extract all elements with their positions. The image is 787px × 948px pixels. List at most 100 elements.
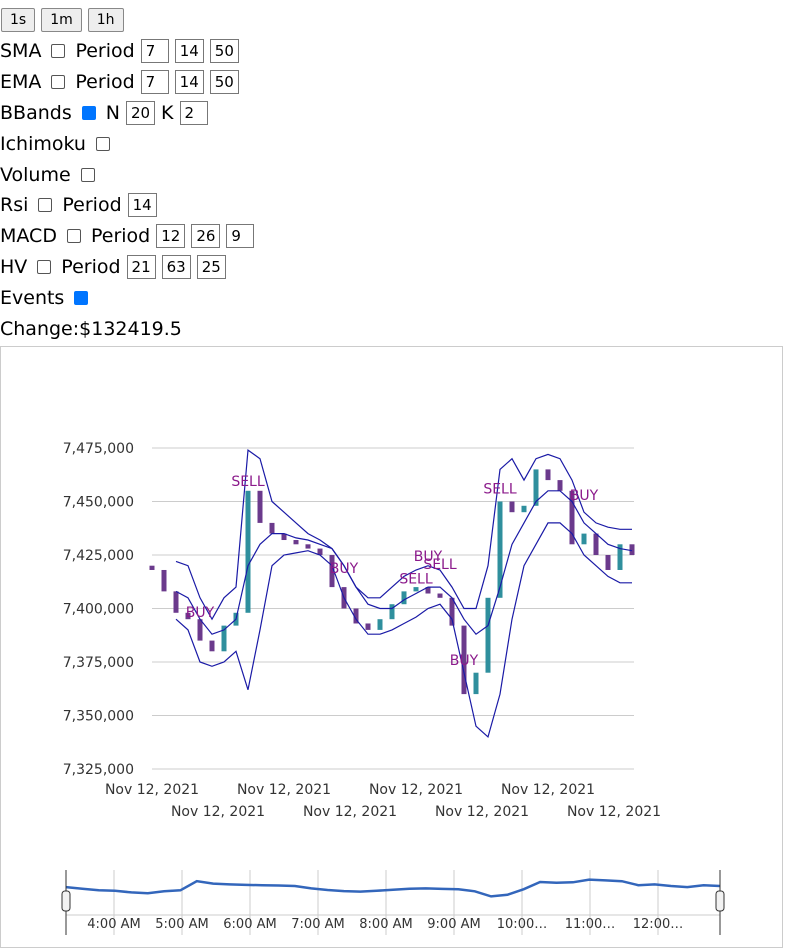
param-input[interactable]: 7	[140, 39, 169, 64]
navigator-label: 7:00 AM	[291, 917, 344, 932]
param-input[interactable]: 50	[209, 70, 239, 95]
checkbox[interactable]	[74, 290, 89, 305]
control-row: MACD Period 12 26 9	[0, 221, 787, 252]
checkbox[interactable]	[80, 167, 95, 182]
x-tick-label: Nov 12, 2021	[501, 782, 595, 798]
change-text: Change:$132419.5	[0, 317, 182, 340]
control-row: Volume	[0, 159, 787, 190]
param-label: N	[105, 101, 120, 124]
candle	[569, 490, 575, 545]
navigator-handle[interactable]	[61, 890, 71, 912]
control-row: HV Period 21 63 25	[0, 252, 787, 283]
navigator-handle[interactable]	[715, 890, 725, 912]
y-tick-label: 7,450,000	[63, 495, 134, 511]
candle	[245, 490, 251, 613]
event-label: BUY	[450, 653, 479, 669]
control-row: Events	[0, 282, 787, 313]
candle	[209, 640, 215, 652]
checkbox[interactable]	[38, 198, 53, 213]
candle	[377, 619, 383, 630]
checkbox[interactable]	[51, 75, 66, 90]
control-label: BBands	[0, 101, 72, 124]
candle	[485, 597, 491, 673]
candle	[161, 569, 167, 592]
candle	[617, 544, 623, 570]
checkbox[interactable]	[95, 136, 110, 151]
param-input[interactable]: 2	[179, 100, 208, 125]
candle	[221, 625, 227, 652]
param-label: Period	[75, 71, 135, 94]
candle	[461, 625, 467, 695]
param-input[interactable]: 14	[174, 39, 204, 64]
navigator-label: 4:00 AM	[87, 917, 140, 932]
param-input[interactable]: 14	[174, 70, 204, 95]
param-input[interactable]: 26	[191, 224, 221, 249]
x-tick-label: Nov 12, 2021	[237, 782, 331, 798]
param-input[interactable]: 12	[156, 224, 186, 249]
candle	[269, 522, 275, 534]
param-input[interactable]: 9	[226, 224, 255, 249]
checkbox[interactable]	[81, 105, 96, 120]
event-label: BUY	[186, 605, 215, 621]
event-label: BUY	[570, 488, 599, 504]
candle	[257, 490, 263, 523]
x-tick-label: Nov 12, 2021	[369, 782, 463, 798]
param-input[interactable]: 20	[125, 100, 156, 125]
checkbox[interactable]	[66, 229, 81, 244]
candle	[605, 555, 611, 570]
param-input[interactable]: 25	[196, 254, 226, 279]
navigator-label: 9:00 AM	[427, 917, 480, 932]
param-label: Period	[75, 40, 135, 63]
navigator-label: 11:00…	[565, 917, 615, 932]
candle	[413, 587, 419, 592]
y-tick-label: 7,400,000	[63, 602, 134, 618]
control-row: BBands N 20 K 2	[0, 98, 787, 129]
event-label: SELL	[423, 557, 457, 573]
candle	[533, 469, 539, 506]
candle	[305, 544, 311, 549]
candle	[197, 619, 203, 641]
param-input[interactable]: 14	[127, 193, 157, 218]
control-label: HV	[0, 255, 28, 278]
param-input[interactable]: 50	[209, 39, 239, 64]
event-label: SELL	[399, 572, 433, 588]
candle	[473, 672, 479, 695]
y-tick-label: 7,375,000	[63, 655, 134, 671]
param-input[interactable]: 21	[126, 254, 156, 279]
x-tick-label: Nov 12, 2021	[435, 804, 529, 820]
navigator-line	[65, 878, 721, 898]
candle	[389, 604, 395, 620]
button-row: 1s 1m 1h	[0, 0, 787, 36]
candle	[437, 593, 443, 598]
controls: 1s 1m 1h SMA Period 7 14 50 EMA Period 7 14 50 BBands…	[0, 0, 787, 344]
x-tick-label: Nov 12, 2021	[171, 804, 265, 820]
timeframe-button[interactable]: 1m	[41, 8, 82, 32]
control-label: Volume	[0, 163, 71, 186]
timeframe-button[interactable]: 1h	[87, 8, 124, 32]
control-row: Rsi Period 14	[0, 190, 787, 221]
y-tick-label: 7,325,000	[63, 762, 134, 778]
bband-middle	[175, 490, 633, 636]
control-row: EMA Period 7 14 50	[0, 67, 787, 98]
param-label: Period	[90, 225, 151, 248]
candle	[425, 587, 431, 594]
control-label: MACD	[0, 225, 57, 248]
candle	[593, 533, 599, 555]
navigator-label: 10:00…	[497, 917, 547, 932]
candle	[185, 612, 191, 620]
candle	[401, 591, 407, 605]
candle	[149, 565, 155, 570]
timeframe-button[interactable]: 1s	[1, 8, 36, 32]
candle	[449, 597, 455, 626]
event-label: BUY	[414, 549, 443, 565]
event-label: SELL	[483, 482, 517, 498]
checkbox[interactable]	[37, 259, 52, 274]
param-input[interactable]: 63	[161, 254, 191, 279]
param-label: Period	[61, 255, 121, 278]
candle	[365, 623, 371, 630]
param-input[interactable]: 7	[140, 70, 169, 95]
x-tick-label: Nov 12, 2021	[105, 782, 199, 798]
control-label: Rsi	[0, 194, 29, 217]
checkbox[interactable]	[51, 44, 66, 59]
